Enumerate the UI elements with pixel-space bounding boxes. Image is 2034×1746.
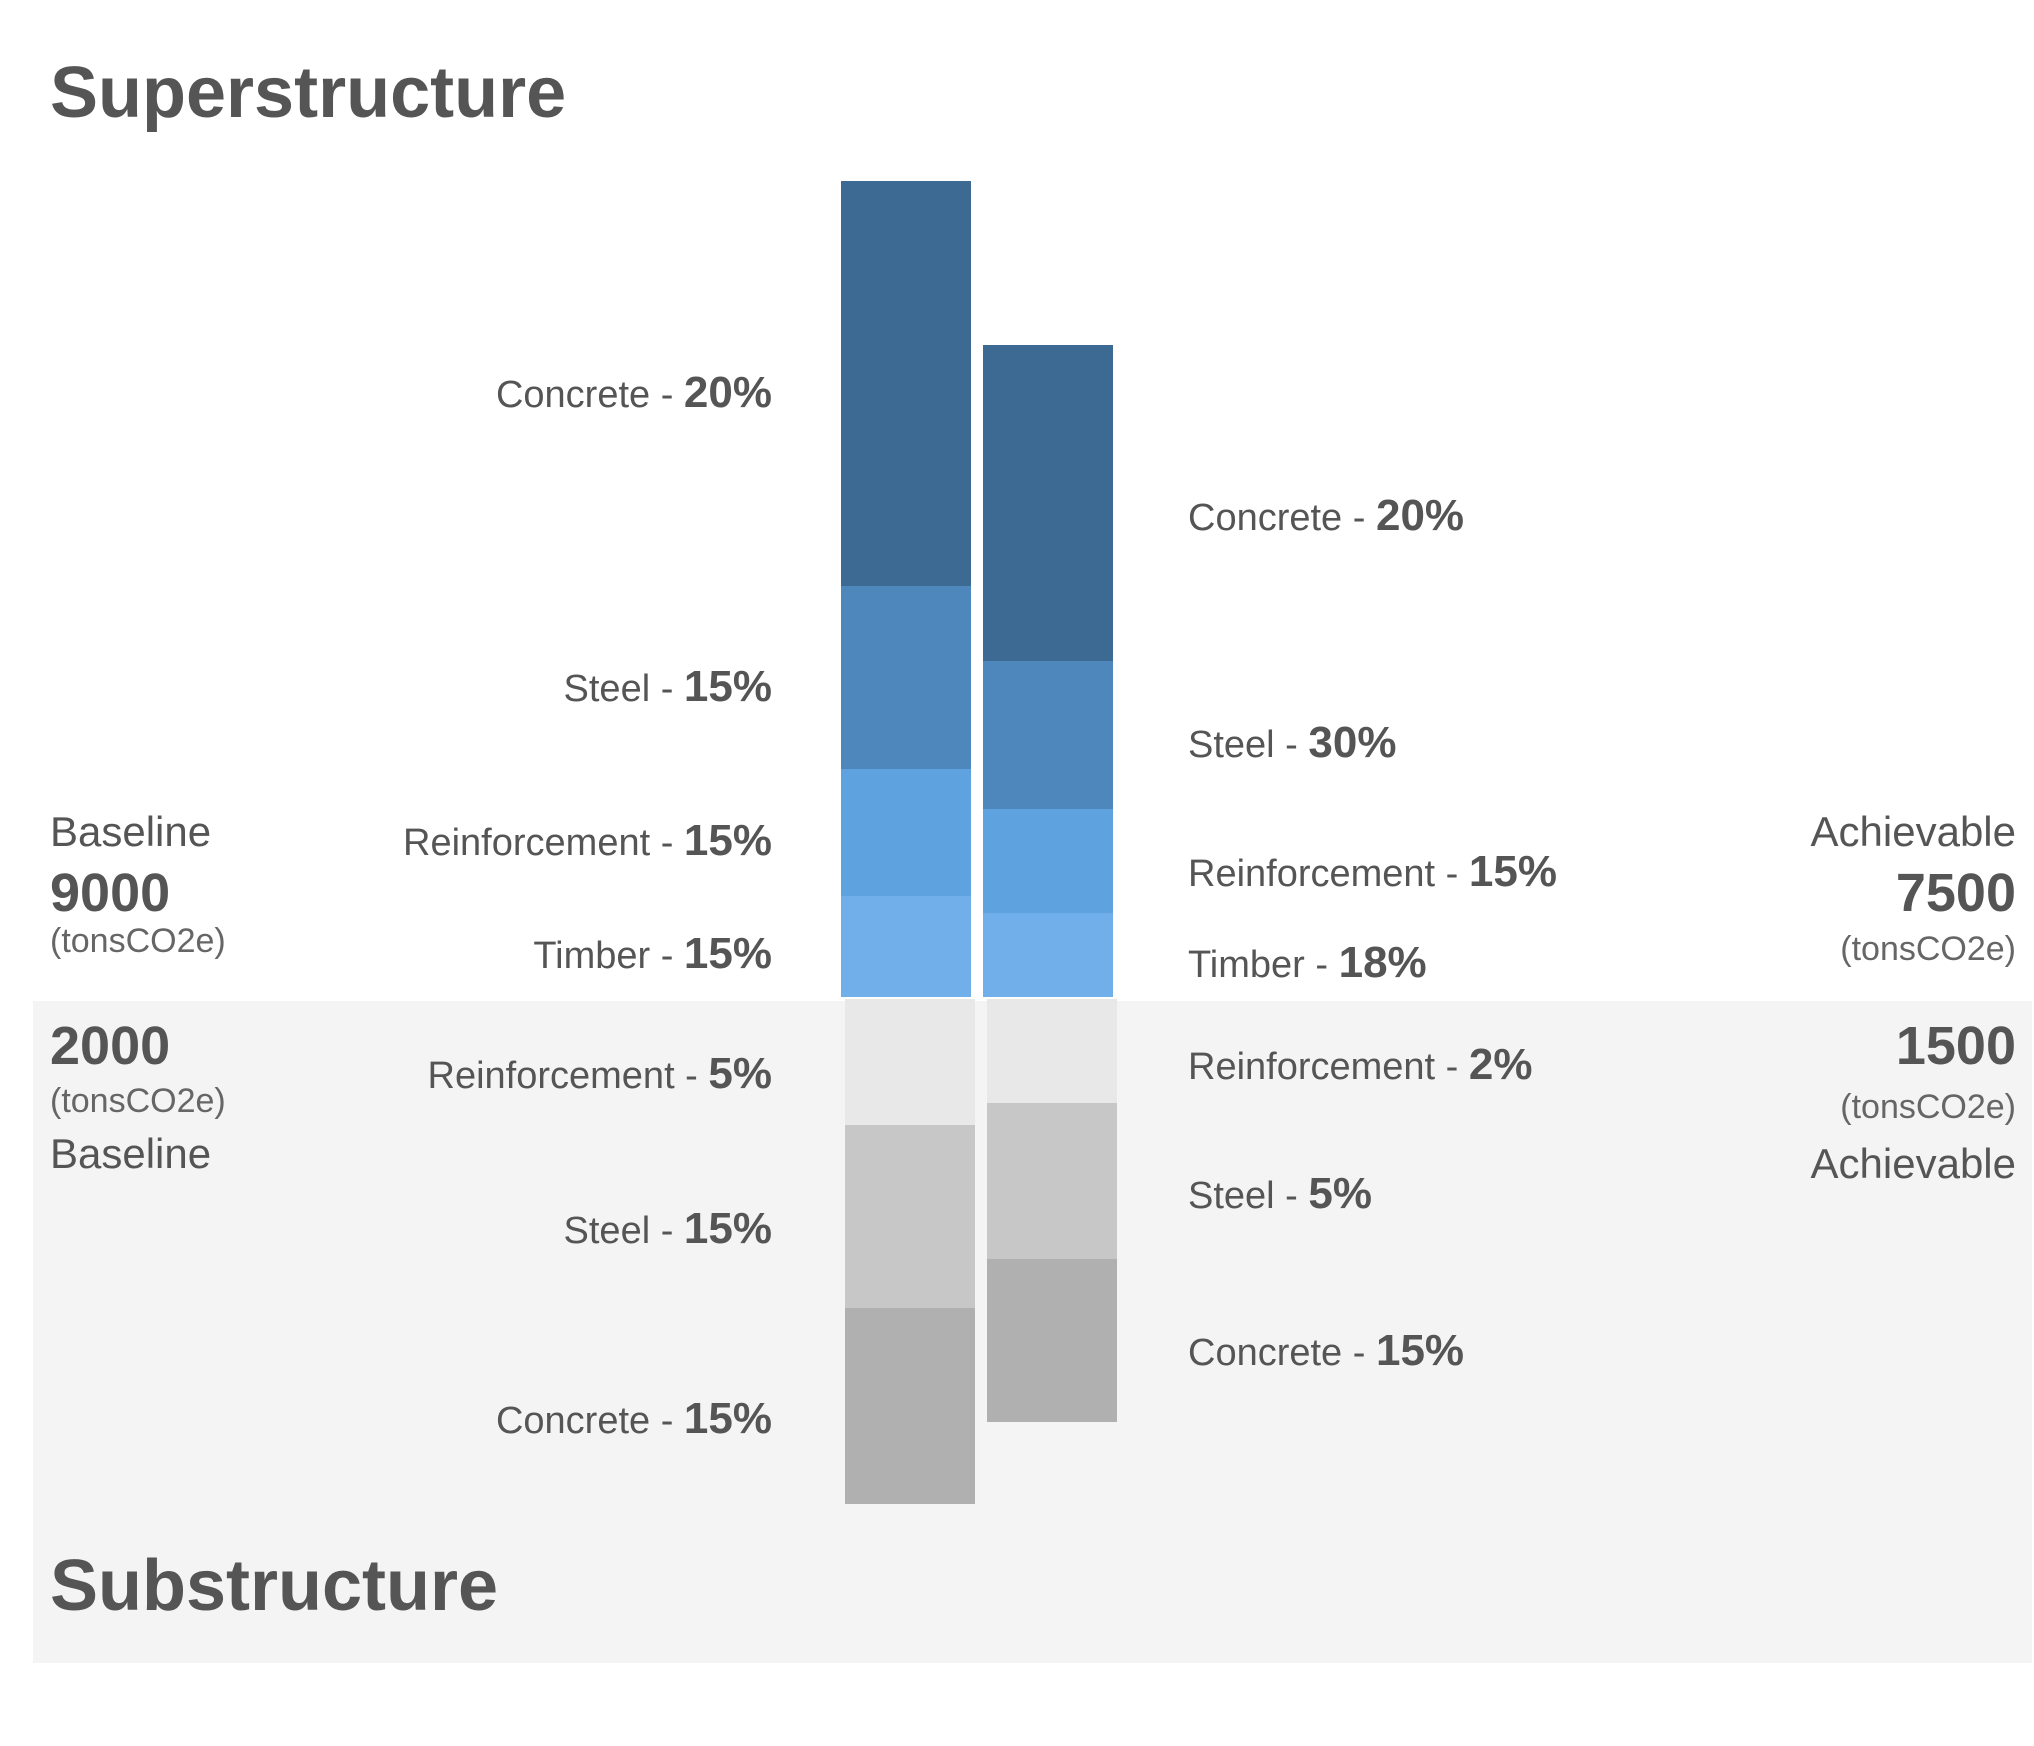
super-achievable-reinforcement-bar <box>983 809 1113 913</box>
super-achievable-steel-bar <box>983 661 1113 809</box>
super-achievable-unit: (tonsCO2e) <box>1840 930 2016 968</box>
super-baseline-timber-bar <box>841 896 971 997</box>
sub-achievable-concrete-label: Concrete - 15% <box>1188 1326 1465 1375</box>
sub-achievable-label: Achievable <box>1810 1140 2016 1187</box>
super-baseline-reinforcement-label: Reinforcement - 15% <box>403 816 772 865</box>
super-achievable-total: 7500 <box>1895 863 2016 923</box>
sub-achievable-total: 1500 <box>1895 1016 2016 1076</box>
super-baseline-steel-bar <box>841 586 971 769</box>
super-baseline-unit: (tonsCO2e) <box>50 922 226 960</box>
sub-baseline-concrete-bar <box>845 1308 975 1504</box>
super-achievable-concrete-bar <box>983 345 1113 661</box>
superstructure-title: Superstructure <box>50 53 567 133</box>
sub-achievable-steel-bar <box>987 1103 1117 1259</box>
super-achievable-timber-bar <box>983 913 1113 997</box>
super-baseline-concrete-label: Concrete - 20% <box>495 368 772 417</box>
sub-baseline-reinforcement-label: Reinforcement - 5% <box>427 1049 772 1098</box>
super-achievable-steel-label: Steel - 30% <box>1188 718 1397 767</box>
sub-baseline-steel-label: Steel - 15% <box>563 1204 772 1253</box>
substructure-title: Substructure <box>50 1546 499 1626</box>
super-baseline-label: Baseline <box>50 808 212 855</box>
sub-baseline-unit: (tonsCO2e) <box>50 1082 226 1120</box>
super-baseline-concrete-bar <box>841 181 971 586</box>
sub-achievable-steel-label: Steel - 5% <box>1188 1169 1372 1218</box>
super-achievable-timber-label: Timber - 18% <box>1188 938 1427 987</box>
super-baseline-total: 9000 <box>50 863 171 923</box>
sub-achievable-unit: (tonsCO2e) <box>1840 1088 2016 1126</box>
sub-baseline-total: 2000 <box>50 1016 171 1076</box>
super-achievable-reinforcement-label: Reinforcement - 15% <box>1188 847 1557 896</box>
sub-achievable-reinforcement-bar <box>987 999 1117 1103</box>
super-baseline-timber-label: Timber - 15% <box>533 929 772 978</box>
sub-achievable-reinforcement-label: Reinforcement - 2% <box>1188 1040 1533 1089</box>
sub-baseline-concrete-label: Concrete - 15% <box>495 1394 772 1443</box>
sub-baseline-steel-bar <box>845 1125 975 1308</box>
sub-baseline-reinforcement-bar <box>845 999 975 1125</box>
sub-baseline-label: Baseline <box>50 1130 212 1177</box>
super-baseline-steel-label: Steel - 15% <box>563 662 772 711</box>
super-baseline-reinforcement-bar <box>841 769 971 896</box>
super-achievable-concrete-label: Concrete - 20% <box>1188 491 1465 540</box>
sub-achievable-concrete-bar <box>987 1259 1117 1422</box>
super-achievable-label: Achievable <box>1810 808 2016 855</box>
